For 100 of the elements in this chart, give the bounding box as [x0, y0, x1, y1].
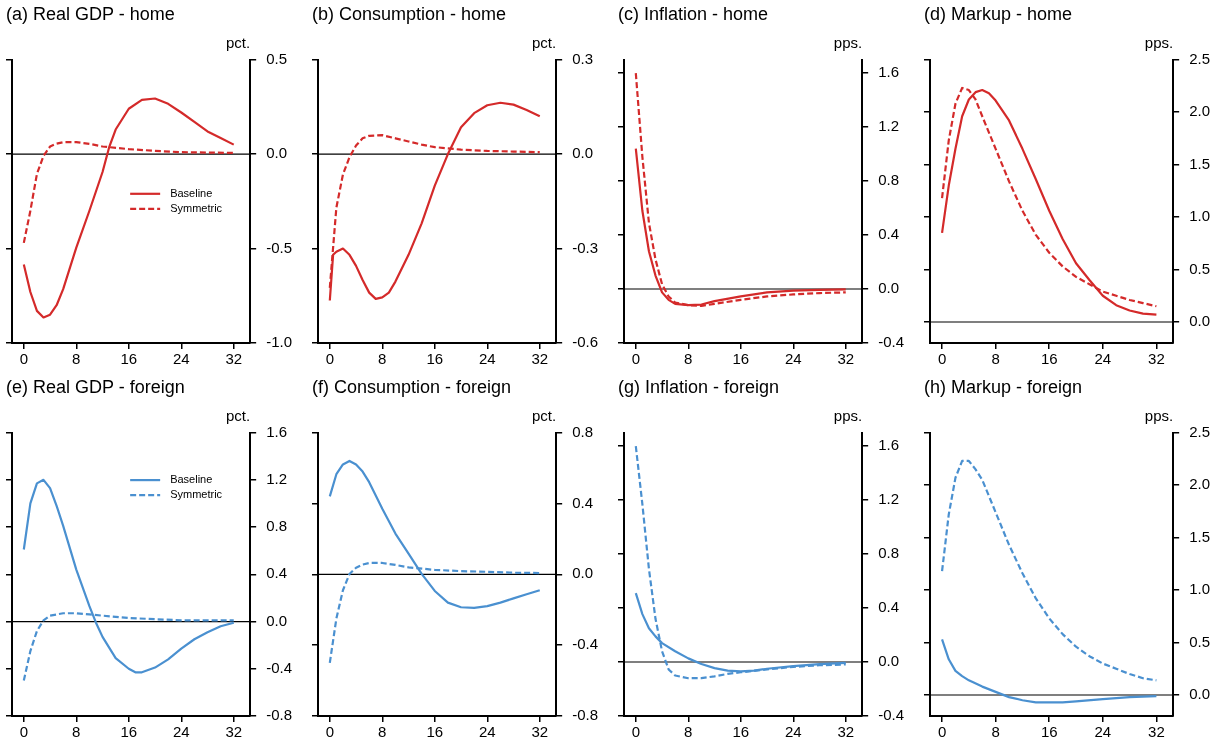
- y-tick-label: -0.4: [266, 658, 293, 676]
- y-tick-label: 0.0: [572, 564, 594, 582]
- y-tick-label: 0.0: [572, 144, 594, 162]
- chart-title: (f) Consumption - foreign: [312, 376, 512, 397]
- y-axis-title: pct.: [225, 34, 251, 52]
- y-tick-label: 0.8: [878, 171, 900, 189]
- y-tick-label: 1.6: [266, 422, 288, 440]
- chart-title: (h) Markup - foreign: [924, 376, 1083, 397]
- y-tick-label: 2.0: [1189, 102, 1211, 120]
- x-tick-label: 24: [784, 350, 802, 368]
- y-tick-label: 0.0: [266, 144, 288, 162]
- x-tick-label: 24: [478, 723, 496, 741]
- y-tick-label: 1.0: [1189, 207, 1211, 225]
- x-tick-label: 16: [1040, 350, 1058, 368]
- y-axis-title: pct.: [531, 34, 557, 52]
- x-tick-label: 0: [631, 350, 640, 368]
- x-tick-label: 24: [478, 350, 496, 368]
- y-tick-label: 0.5: [1189, 259, 1211, 277]
- y-axis-title: pps.: [1144, 34, 1174, 52]
- x-tick-label: 8: [72, 350, 81, 368]
- y-tick-label: 1.2: [266, 469, 288, 487]
- chart-title: (g) Inflation - foreign: [618, 376, 780, 397]
- y-tick-label: 0.8: [572, 422, 594, 440]
- x-tick-label: 8: [991, 350, 1000, 368]
- y-tick-label: -0.4: [878, 333, 905, 351]
- y-tick-label: 0.0: [266, 611, 288, 629]
- x-tick-label: 32: [837, 350, 855, 368]
- x-tick-label: 8: [684, 723, 693, 741]
- x-tick-label: 24: [1094, 723, 1112, 741]
- legend-label: Symmetric: [170, 488, 223, 501]
- x-tick-label: 16: [732, 350, 750, 368]
- x-tick-label: 0: [19, 723, 28, 741]
- y-tick-label: 1.2: [878, 490, 900, 508]
- x-tick-label: 32: [837, 723, 855, 741]
- y-tick-label: 1.6: [878, 436, 900, 454]
- chart-title: (c) Inflation - home: [618, 3, 769, 24]
- y-axis-title: pps.: [1144, 407, 1174, 425]
- y-tick-label: -0.8: [572, 706, 599, 724]
- x-tick-label: 0: [937, 350, 947, 368]
- y-tick-label: 2.5: [1189, 49, 1211, 67]
- y-tick-label: 0.8: [878, 544, 900, 562]
- x-tick-label: 8: [72, 723, 81, 741]
- x-tick-label: 24: [172, 350, 190, 368]
- x-tick-label: 8: [991, 723, 1000, 741]
- x-tick-label: 32: [1148, 350, 1165, 368]
- chart-title: (e) Real GDP - foreign: [6, 376, 185, 397]
- y-tick-label: 0.4: [266, 564, 288, 582]
- y-tick-label: -0.5: [266, 238, 293, 256]
- y-axis-title: pct.: [225, 407, 251, 425]
- y-tick-label: 0.5: [266, 49, 288, 67]
- y-tick-label: 0.4: [878, 598, 900, 616]
- y-tick-label: -0.3: [572, 238, 599, 256]
- x-tick-label: 32: [531, 350, 549, 368]
- y-tick-label: 2.5: [1189, 422, 1211, 440]
- x-tick-label: 16: [426, 350, 444, 368]
- legend-label: Baseline: [170, 473, 213, 486]
- y-axis-title: pct.: [531, 407, 557, 425]
- x-tick-label: 8: [378, 350, 387, 368]
- chart-title: (b) Consumption - home: [312, 3, 507, 24]
- x-tick-label: 32: [1148, 723, 1165, 741]
- x-tick-label: 16: [732, 723, 750, 741]
- x-tick-label: 0: [325, 350, 334, 368]
- chart-title: (a) Real GDP - home: [6, 3, 175, 24]
- x-tick-label: 24: [172, 723, 190, 741]
- x-tick-label: 0: [325, 723, 334, 741]
- y-axis-title: pps.: [833, 407, 863, 425]
- x-tick-label: 32: [225, 723, 243, 741]
- legend-label: Symmetric: [170, 201, 223, 214]
- x-tick-label: 24: [1094, 350, 1112, 368]
- y-tick-label: -0.8: [266, 706, 293, 724]
- y-tick-label: 0.4: [572, 493, 594, 511]
- x-tick-label: 8: [378, 723, 387, 741]
- y-tick-label: 2.0: [1189, 475, 1211, 493]
- y-tick-label: 0.5: [1189, 632, 1211, 650]
- x-tick-label: 8: [684, 350, 693, 368]
- chart-title: (d) Markup - home: [924, 3, 1073, 24]
- y-tick-label: 0.4: [878, 225, 900, 243]
- x-tick-label: 16: [426, 723, 444, 741]
- y-tick-label: -0.4: [572, 635, 599, 653]
- y-tick-label: 0.0: [878, 652, 900, 670]
- y-tick-label: 1.5: [1189, 154, 1211, 172]
- y-tick-label: 1.2: [878, 117, 900, 135]
- y-tick-label: -1.0: [266, 333, 293, 351]
- x-tick-label: 16: [120, 350, 138, 368]
- y-tick-label: -0.4: [878, 706, 905, 724]
- x-tick-label: 16: [120, 723, 138, 741]
- x-tick-label: 0: [19, 350, 28, 368]
- x-tick-label: 0: [937, 723, 947, 741]
- y-tick-label: 0.3: [572, 49, 594, 67]
- y-tick-label: 1.0: [1189, 580, 1211, 598]
- y-tick-label: 1.5: [1189, 527, 1211, 545]
- x-tick-label: 24: [784, 723, 802, 741]
- y-tick-label: 0.0: [878, 279, 900, 297]
- x-tick-label: 32: [531, 723, 549, 741]
- y-tick-label: 0.0: [1189, 685, 1211, 703]
- y-tick-label: 0.0: [1189, 312, 1211, 330]
- line-series: [940, 459, 1158, 682]
- x-tick-label: 0: [631, 723, 640, 741]
- y-tick-label: -0.6: [572, 333, 599, 351]
- y-tick-label: 1.6: [878, 63, 900, 81]
